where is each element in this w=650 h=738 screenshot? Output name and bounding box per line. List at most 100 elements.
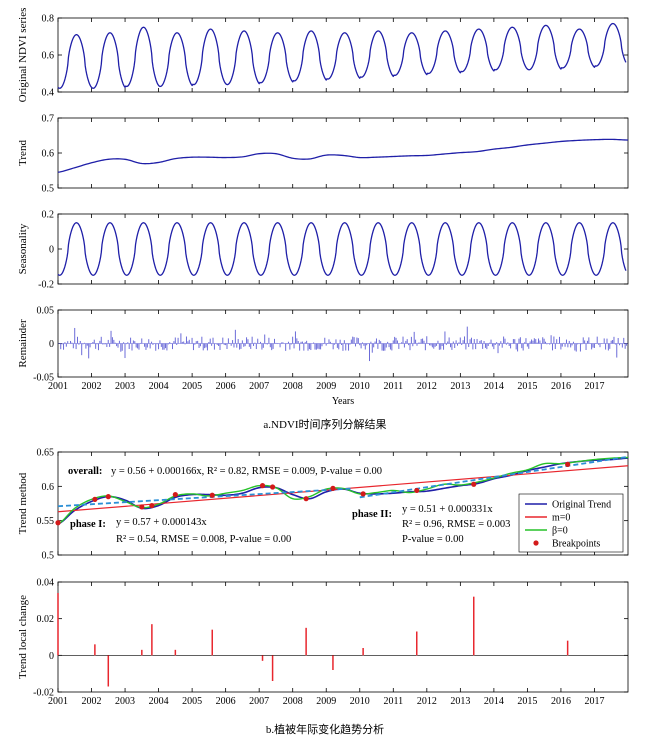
local-change-panel-xtick-label: 2008 <box>283 696 303 707</box>
local-change-panel-frame <box>57 581 629 693</box>
breakpoint-marker <box>360 491 366 497</box>
remainder-panel-xtick-label: 2013 <box>450 381 470 392</box>
breakpoint-marker <box>471 481 477 487</box>
trend-line <box>57 138 629 173</box>
legend-label: Original Trend <box>552 500 611 511</box>
remainder-panel-ytick-label: -0.05 <box>33 373 54 384</box>
local-change-panel-ytick-label: -0.02 <box>33 688 54 699</box>
remainder-panel-xtick-label: 2011 <box>383 381 403 392</box>
x-axis-label-a: Years <box>332 396 354 407</box>
phase2-stats: R² = 0.96, RMSE = 0.003 <box>402 519 510 530</box>
local-change-panel-xtick-label: 2003 <box>115 696 135 707</box>
phase2-label: phase II: <box>352 509 392 520</box>
local-change-panel-xtick-label: 2009 <box>316 696 336 707</box>
breakpoint-marker <box>55 520 61 526</box>
remainder-panel-xtick-label: 2001 <box>48 381 68 392</box>
trend-method-panel-ytick-label: 0.5 <box>42 551 55 562</box>
remainder-panel-ytick-label: 0.05 <box>37 306 55 317</box>
local-change-panel-xtick-label: 2005 <box>182 696 202 707</box>
remainder-panel-xtick-label: 2003 <box>115 381 135 392</box>
remainder-panel-ylabel: Remainder <box>17 319 29 368</box>
breakpoint-marker <box>149 502 155 509</box>
local-change-panel-xtick-label: 2013 <box>450 696 470 707</box>
seasonality-line <box>57 222 627 276</box>
trend-panel-frame <box>57 117 629 189</box>
remainder-panel-xtick-label: 2007 <box>249 381 269 392</box>
phase1-label: phase I: <box>70 519 106 530</box>
remainder-panel-xtick-label: 2006 <box>216 381 236 392</box>
seasonality-panel-ytick-label: 0.2 <box>42 210 55 221</box>
local-change-panel-ylabel: Trend local change <box>17 595 29 679</box>
local-change-panel-xtick-label: 2016 <box>551 696 571 707</box>
remainder-panel-xtick-label: 2005 <box>182 381 202 392</box>
breakpoint-marker <box>565 461 571 467</box>
breakpoint-marker <box>269 484 276 490</box>
trend-method-panel-ylabel: Trend method <box>17 472 29 534</box>
phase2-pvalue: P-value = 0.00 <box>402 534 464 545</box>
ndvi-panel-ytick-label: 0.6 <box>42 51 55 62</box>
breakpoint-marker <box>303 496 309 502</box>
remainder-panel-xtick-label: 2002 <box>82 381 102 392</box>
legend-swatch <box>533 540 539 546</box>
local-change-panel-xtick-label: 2006 <box>216 696 236 707</box>
phase1-equation: y = 0.57 + 0.000143x <box>116 517 207 528</box>
breakpoint-marker <box>172 491 178 498</box>
breakpoint-marker <box>139 504 145 510</box>
local-change-panel-ytick-label: 0.04 <box>37 578 55 589</box>
phase2-equation: y = 0.51 + 0.000331x <box>402 504 493 515</box>
trend-panel-ytick-label: 0.7 <box>42 114 55 125</box>
local-change-panel-xtick-label: 2014 <box>484 696 504 707</box>
seasonality-panel-ytick-label: -0.2 <box>38 280 54 291</box>
legend-label: m=0 <box>552 513 570 524</box>
remainder-panel-xtick-label: 2015 <box>517 381 537 392</box>
caption-a: a.NDVI时间序列分解结果 <box>263 417 386 431</box>
legend-label: Breakpoints <box>552 539 600 550</box>
ndvi-panel-ytick-label: 0.8 <box>42 14 55 25</box>
breakpoint-marker <box>259 483 266 489</box>
local-change-panel-xtick-label: 2002 <box>82 696 102 707</box>
breakpoint-marker <box>92 496 98 502</box>
trend-panel-ytick-label: 0.5 <box>42 184 55 195</box>
ndvi-panel-ylabel: Original NDVI series <box>17 8 29 103</box>
trend-method-panel-ytick-label: 0.6 <box>42 482 55 493</box>
ndvi-series-line <box>57 22 627 89</box>
remainder-panel-xtick-label: 2004 <box>149 381 169 392</box>
remainder-panel-xtick-label: 2017 <box>584 381 604 392</box>
overall-equation: y = 0.56 + 0.000166x, R² = 0.82, RMSE = … <box>111 466 382 477</box>
phase1-stats: R² = 0.54, RMSE = 0.008, P-value = 0.00 <box>116 534 291 545</box>
seasonality-panel-ytick-label: 0 <box>49 245 54 256</box>
breakpoint-marker <box>105 494 111 500</box>
local-change-panel-xtick-label: 2004 <box>149 696 169 707</box>
trend-method-panel-ytick-label: 0.65 <box>37 448 55 459</box>
breakpoint-marker <box>330 485 336 491</box>
local-change-panel-xtick-label: 2001 <box>48 696 68 707</box>
trend-panel-ytick-label: 0.6 <box>42 149 55 160</box>
remainder-panel-ytick-label: 0 <box>49 339 54 350</box>
phase1-fit-dashed-line <box>57 487 354 508</box>
legend-label: β=0 <box>552 526 568 537</box>
remainder-panel-xtick-label: 2009 <box>316 381 336 392</box>
remainder-panel-xtick-label: 2008 <box>283 381 303 392</box>
local-change-panel-xtick-label: 2011 <box>383 696 403 707</box>
local-change-panel-ytick-label: 0.02 <box>37 614 55 625</box>
remainder-panel-xtick-label: 2010 <box>350 381 370 392</box>
caption-b: b.植被年际变化趋势分析 <box>266 722 384 736</box>
remainder-panel-xtick-label: 2014 <box>484 381 504 392</box>
phase2-fit-dashed-line <box>359 455 629 499</box>
local-change-panel-xtick-label: 2012 <box>417 696 437 707</box>
remainder-panel-xtick-label: 2016 <box>551 381 571 392</box>
breakpoint-marker <box>209 492 215 498</box>
local-change-panel-xtick-label: 2010 <box>350 696 370 707</box>
trend-panel-ylabel: Trend <box>17 140 29 166</box>
local-change-panel-xtick-label: 2007 <box>249 696 269 707</box>
trend-method-panel-ytick-label: 0.55 <box>37 516 55 527</box>
local-change-panel-xtick-label: 2015 <box>517 696 537 707</box>
trend-method-panel-frame <box>57 451 629 556</box>
overall-label: overall: <box>68 466 102 477</box>
local-change-panel-xtick-label: 2017 <box>584 696 604 707</box>
seasonality-panel-ylabel: Seasonality <box>17 223 29 274</box>
remainder-panel-xtick-label: 2012 <box>417 381 437 392</box>
ndvi-panel-ytick-label: 0.4 <box>42 88 55 99</box>
breakpoint-marker <box>414 487 420 494</box>
